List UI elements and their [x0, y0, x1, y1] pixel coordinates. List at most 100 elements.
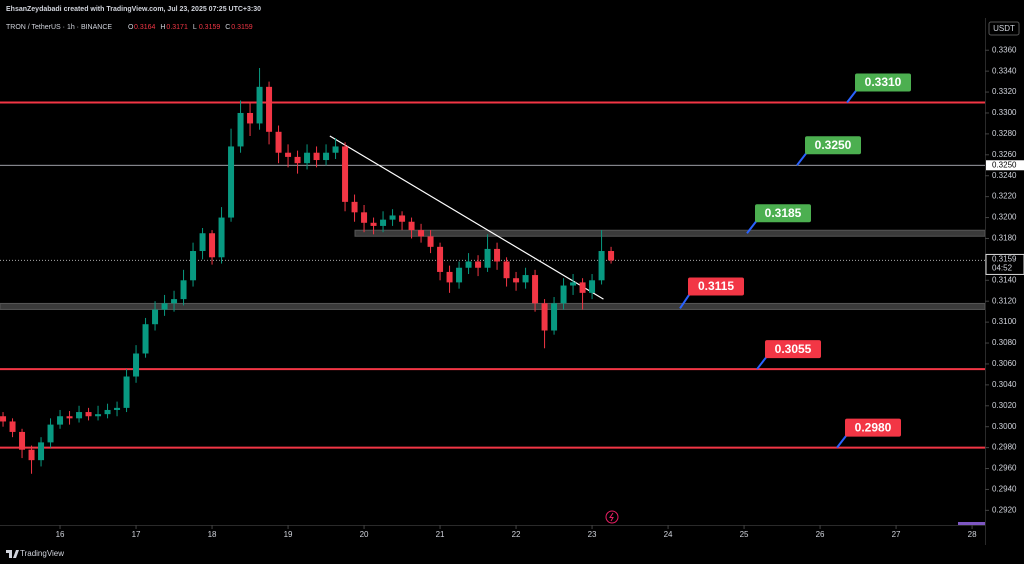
- level-zone: [0, 302, 986, 310]
- candle-body: [389, 215, 396, 220]
- candle-body: [399, 215, 406, 222]
- candle-body: [256, 86, 263, 124]
- candle-body: [475, 261, 482, 268]
- marker: [958, 522, 985, 525]
- symbol: TRON / TetherUS · 1h · BINANCE: [6, 24, 112, 31]
- y-tick-label: 0.3300: [992, 108, 1017, 117]
- candle-body: [418, 230, 425, 237]
- candle-body: [152, 309, 159, 325]
- y-tick-label: 0.3340: [992, 66, 1017, 75]
- x-tick-label: 19: [284, 530, 293, 539]
- ohlc-key: O: [128, 24, 134, 31]
- candle-body: [285, 152, 292, 157]
- candle-body: [351, 201, 358, 213]
- level-tag-label: 0.2980: [855, 420, 892, 434]
- candle-body: [133, 353, 140, 377]
- candle-body: [589, 280, 596, 293]
- level-pointer: [796, 151, 808, 166]
- ohlc-key: C: [225, 24, 230, 31]
- candle-body: [522, 275, 529, 283]
- level-tag-label: 0.3115: [698, 279, 734, 293]
- y-tick-label: 0.3320: [992, 87, 1017, 96]
- y-tick-label: 0.3120: [992, 296, 1017, 305]
- last-price-label: 0.3159: [992, 255, 1017, 264]
- credit: EhsanZeydabadi created with TradingView.…: [6, 6, 261, 13]
- y-tick-label: 0.3140: [992, 275, 1017, 284]
- y-tick-label: 0.3260: [992, 150, 1017, 159]
- candle-body: [266, 86, 273, 132]
- level-pointer: [756, 355, 768, 370]
- candle-body: [294, 156, 301, 164]
- y-tick-label: 0.3040: [992, 380, 1017, 389]
- level-tag-label: 0.3055: [775, 342, 812, 356]
- last-price-tag: [985, 253, 1024, 275]
- candle-body: [171, 299, 178, 304]
- ohlc-value: 0.3164: [134, 24, 156, 31]
- candle-body: [161, 303, 168, 310]
- candle-body: [19, 431, 26, 450]
- level-pointer: [836, 434, 848, 449]
- ohlc-key: L: [193, 24, 197, 31]
- axis-tag-label: 0.3250: [992, 160, 1017, 169]
- y-tick-label: 0.3060: [992, 359, 1017, 368]
- x-tick-label: 28: [968, 530, 977, 539]
- candle-body: [494, 248, 501, 262]
- candle-body: [570, 282, 577, 286]
- ohlc-value: 0.3159: [231, 24, 253, 31]
- currency: USDT: [993, 24, 1015, 33]
- x-tick-label: 27: [892, 530, 901, 539]
- candle-body: [503, 261, 510, 279]
- level-tag: [805, 136, 861, 155]
- candle-body: [57, 416, 64, 425]
- ohlc-value: 0.3171: [166, 24, 188, 31]
- y-tick-label: 0.3100: [992, 317, 1017, 326]
- y-tick-label: 0.3240: [992, 171, 1017, 180]
- candle-body: [47, 424, 54, 443]
- x-tick-label: 26: [816, 530, 825, 539]
- currency-box: [988, 21, 1020, 36]
- x-tick-label: 16: [56, 530, 65, 539]
- x-tick-label: 20: [360, 530, 369, 539]
- level-pointer: [679, 292, 691, 309]
- candle-body: [76, 412, 83, 419]
- candle-body: [123, 376, 130, 408]
- x-tick-label: 22: [512, 530, 521, 539]
- candle-body: [85, 412, 92, 417]
- candle-body: [28, 449, 35, 461]
- candle-body: [437, 246, 444, 272]
- candle-body: [66, 416, 73, 419]
- y-tick-label: 0.3360: [992, 45, 1017, 54]
- brand-logo: [6, 550, 19, 558]
- candle-body: [142, 324, 149, 354]
- candle-body: [380, 219, 387, 226]
- candle-body: [275, 131, 282, 153]
- y-tick-label: 0.2920: [992, 505, 1017, 514]
- x-tick-label: 24: [664, 530, 673, 539]
- y-tick-label: 0.3200: [992, 213, 1017, 222]
- x-tick-label: 21: [436, 530, 445, 539]
- x-tick-label: 17: [132, 530, 141, 539]
- candle-body: [237, 112, 244, 147]
- trendline: [329, 135, 604, 300]
- event-icon: [605, 510, 619, 524]
- level-tag: [688, 277, 744, 296]
- candle-body: [370, 222, 377, 226]
- level-zone: [354, 229, 986, 237]
- candle-body: [209, 233, 216, 258]
- y-tick-label: 0.3220: [992, 192, 1017, 201]
- candle-body: [304, 152, 311, 164]
- candle-body: [114, 407, 121, 410]
- event-icon-bolt: [609, 512, 614, 522]
- candle-body: [551, 303, 558, 331]
- candle-body: [456, 267, 463, 283]
- candle-body: [408, 221, 415, 231]
- level-tag-label: 0.3310: [865, 75, 902, 89]
- level-tag: [855, 73, 911, 92]
- countdown: 04:52: [992, 264, 1013, 273]
- candle-body: [513, 278, 520, 283]
- candle-body: [342, 146, 349, 202]
- candle-body: [532, 275, 539, 304]
- level-tag-label: 0.3185: [765, 206, 802, 220]
